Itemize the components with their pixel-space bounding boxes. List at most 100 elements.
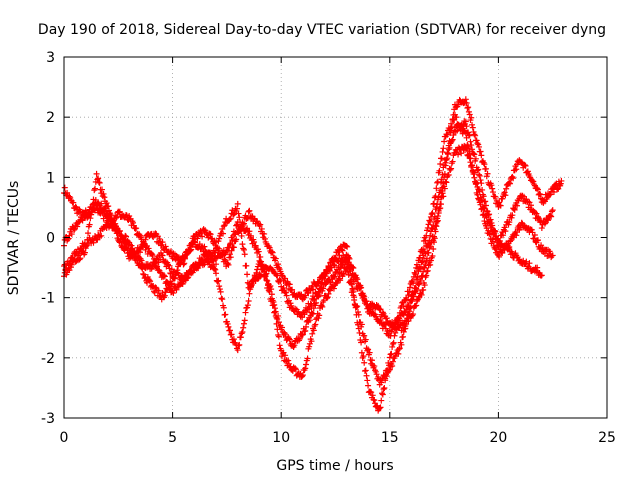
data-point (486, 211, 493, 218)
data-point (429, 252, 436, 259)
data-point (439, 190, 446, 197)
data-point (360, 353, 367, 360)
data-point (358, 284, 365, 291)
data-point (227, 241, 234, 248)
data-point (316, 312, 323, 319)
data-point (338, 246, 345, 253)
data-point (465, 104, 472, 111)
data-point (251, 239, 258, 246)
data-point (240, 246, 247, 253)
data-point (86, 221, 93, 228)
data-point (506, 219, 513, 226)
data-point (489, 185, 496, 192)
data-point (89, 201, 96, 208)
data-point (479, 197, 486, 204)
data-point (377, 316, 384, 323)
y-axis-label: SDTVAR / TECUs (6, 181, 22, 296)
data-point (264, 277, 271, 284)
data-point (164, 261, 171, 268)
data-point (434, 196, 441, 203)
data-point (364, 377, 371, 384)
chart-title: Day 190 of 2018, Sidereal Day-to-day VTE… (38, 22, 606, 38)
data-point (148, 250, 155, 257)
data-point (228, 247, 235, 254)
data-point (413, 286, 420, 293)
data-point (473, 137, 480, 144)
data-point (499, 249, 506, 256)
data-point (312, 321, 319, 328)
data-point (303, 323, 310, 330)
data-point (424, 267, 431, 274)
data-point (358, 349, 365, 356)
data-point (455, 151, 462, 158)
data-point (246, 228, 253, 235)
data-point (523, 258, 530, 265)
data-point (266, 288, 273, 295)
data-point (488, 224, 495, 231)
data-point (392, 329, 399, 336)
data-point (344, 243, 351, 250)
data-point (77, 255, 84, 262)
data-point (241, 317, 248, 324)
data-point (228, 331, 235, 338)
data-point (480, 193, 487, 200)
data-point (508, 214, 515, 221)
data-point (223, 248, 230, 255)
data-point (534, 185, 541, 192)
data-point (308, 338, 315, 345)
data-point (238, 232, 245, 239)
scatter-points (61, 96, 565, 414)
data-point (261, 235, 268, 242)
data-point (220, 252, 227, 259)
data-point (474, 140, 481, 147)
data-point (98, 200, 105, 207)
data-point (390, 339, 397, 346)
data-point (100, 190, 107, 197)
data-point (531, 235, 538, 242)
data-point (216, 283, 223, 290)
x-tick-label: 5 (168, 430, 177, 446)
data-point (376, 405, 383, 412)
data-point (233, 236, 240, 243)
data-point (285, 357, 292, 364)
data-point (281, 329, 288, 336)
data-point (506, 179, 513, 186)
data-point (211, 265, 218, 272)
data-point (446, 144, 453, 151)
data-point (159, 239, 166, 246)
data-point (496, 253, 503, 260)
data-point (431, 226, 438, 233)
data-point (386, 366, 393, 373)
data-point (433, 185, 440, 192)
data-point (239, 241, 246, 248)
data-point (406, 288, 413, 295)
data-point (230, 336, 237, 343)
data-point (555, 185, 562, 192)
data-point (272, 308, 279, 315)
data-point (237, 227, 244, 234)
data-point (531, 232, 538, 239)
series-trace-4 (61, 142, 545, 339)
data-point (371, 363, 378, 370)
data-point (378, 397, 385, 404)
data-point (437, 205, 444, 212)
data-point (389, 362, 396, 369)
data-point (361, 368, 368, 375)
data-point (247, 232, 254, 239)
data-point (424, 255, 431, 262)
data-point (140, 271, 147, 278)
data-point (437, 201, 444, 208)
data-point (240, 245, 247, 252)
series-trace-3 (61, 111, 556, 414)
data-point (306, 343, 313, 350)
data-point (214, 278, 221, 285)
data-point (463, 145, 470, 152)
data-point (448, 123, 455, 130)
data-point (491, 229, 498, 236)
data-point (61, 184, 68, 191)
data-point (387, 332, 394, 339)
data-point (443, 179, 450, 186)
data-point (92, 185, 99, 192)
data-point (330, 285, 337, 292)
data-point (521, 161, 528, 168)
